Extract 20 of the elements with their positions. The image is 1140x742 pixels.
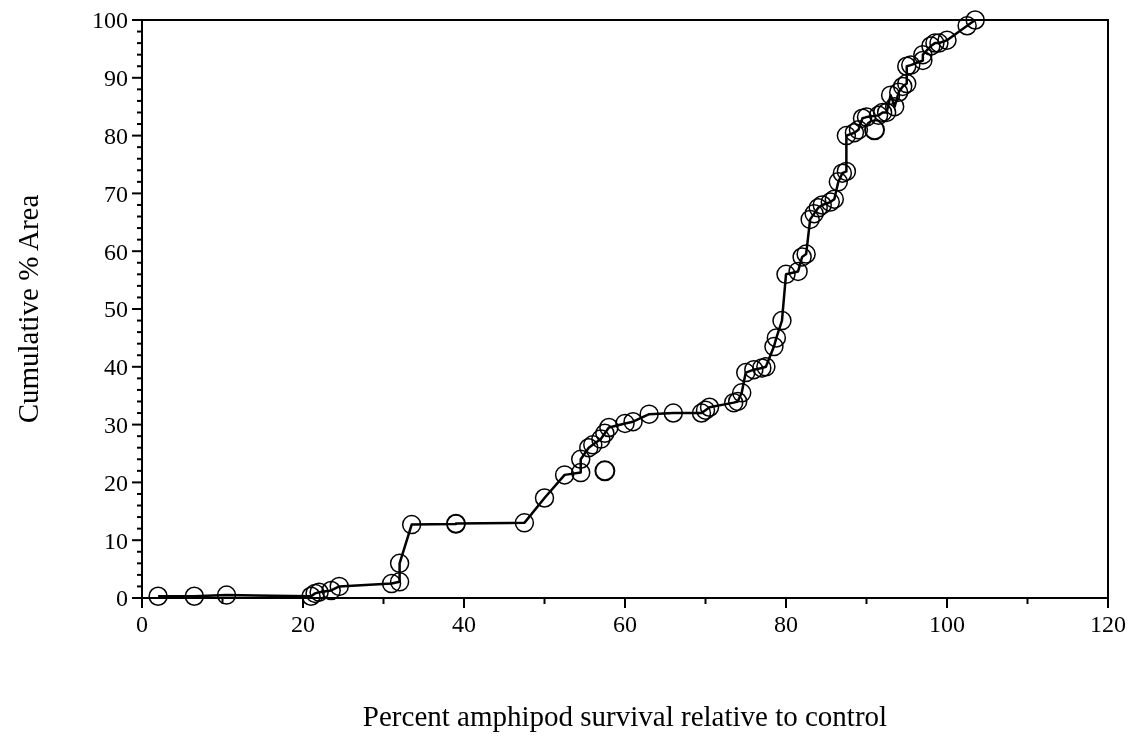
y-tick-label: 60 [104, 238, 128, 265]
x-tick-label: 0 [136, 611, 148, 637]
y-tick-label: 70 [104, 180, 128, 207]
x-tick-label: 20 [291, 611, 315, 637]
y-tick-label: 90 [104, 65, 128, 92]
y-tick-label: 40 [104, 354, 128, 381]
y-tick-label: 30 [104, 412, 128, 438]
x-tick-label: 60 [613, 611, 637, 637]
x-tick-label: 80 [774, 611, 798, 637]
y-tick-label: 10 [104, 527, 128, 554]
x-axis-title: Percent amphipod survival relative to control [362, 700, 888, 732]
y-tick-label: 50 [104, 296, 128, 323]
y-tick-label: 80 [104, 123, 128, 149]
y-tick-label: 100 [92, 7, 128, 34]
x-tick-label: 120 [1090, 611, 1126, 637]
y-tick-label: 0 [116, 585, 128, 612]
y-tick-label: 20 [104, 469, 128, 496]
y-axis-title: Cumulative % Area [12, 194, 44, 424]
x-tick-label: 100 [929, 611, 965, 637]
x-tick-label: 40 [452, 611, 476, 637]
